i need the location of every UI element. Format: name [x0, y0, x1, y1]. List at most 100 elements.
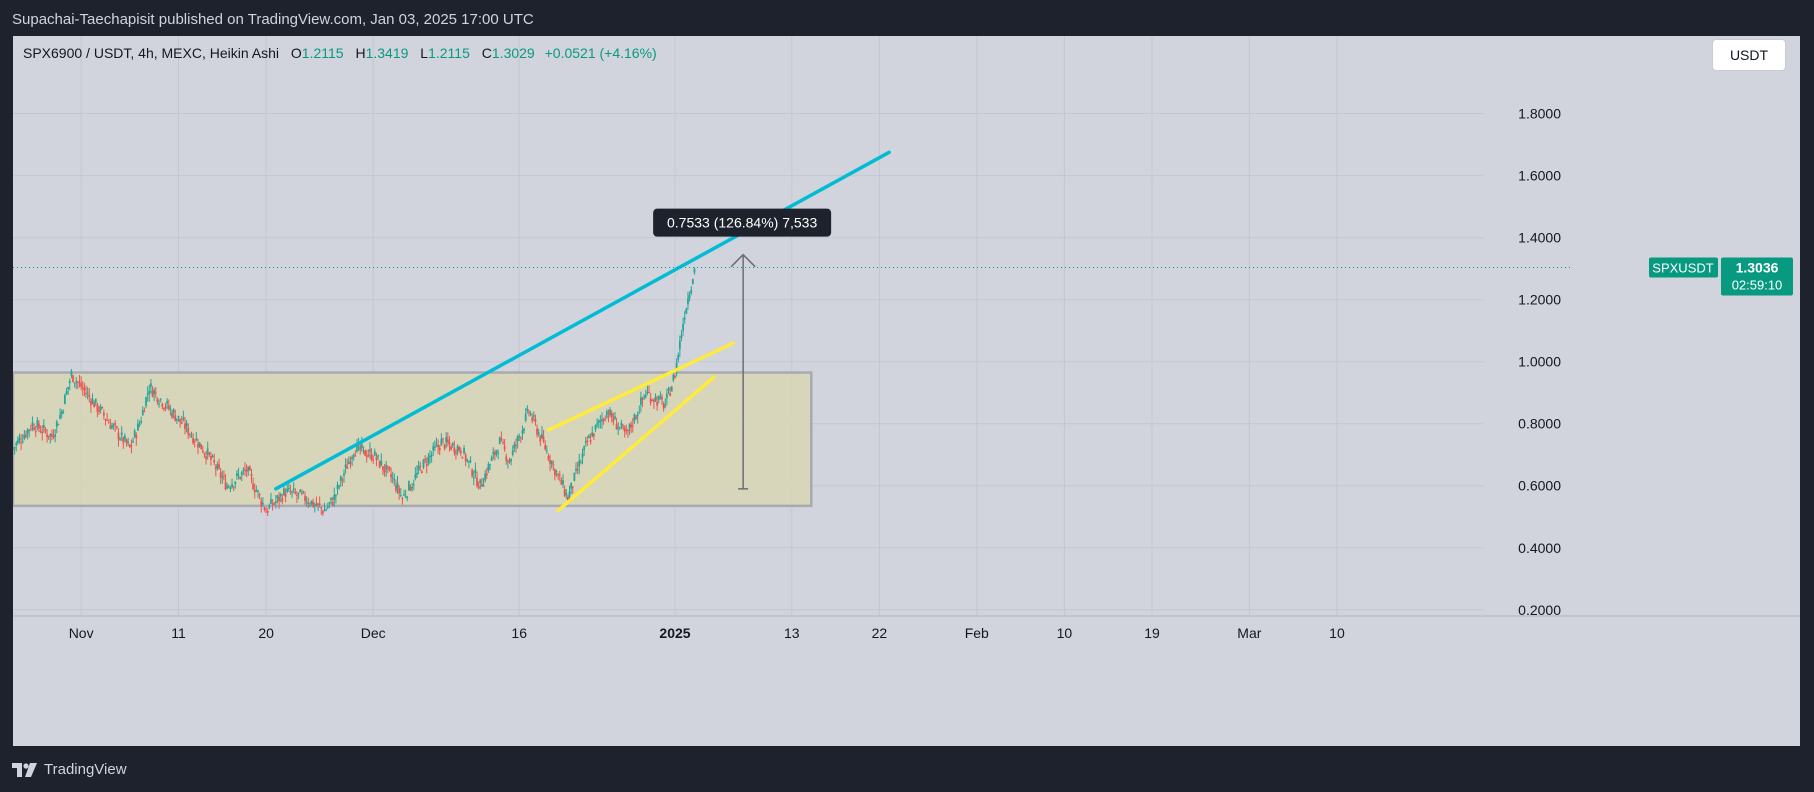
- candle-body: [605, 411, 608, 416]
- candle-body: [187, 427, 190, 435]
- candle-body: [83, 387, 86, 390]
- candle-body: [128, 444, 131, 447]
- candle-body: [336, 484, 339, 489]
- x-tick-label: 10: [1057, 625, 1073, 641]
- candle-body: [425, 463, 428, 467]
- axes-layer: 1.8000 1.6000 1.4000 1.2000 1.0000 0.8000 0.60…: [13, 106, 1800, 746]
- candle-body: [440, 438, 443, 446]
- candle-body: [177, 415, 180, 418]
- price-tag-value: 1.3036: [1736, 260, 1779, 276]
- candle-body: [67, 386, 70, 390]
- candle-body: [481, 483, 483, 487]
- candle-body: [242, 469, 245, 471]
- candle-body: [28, 429, 31, 431]
- candle-body: [305, 502, 308, 504]
- x-tick-label: Mar: [1237, 625, 1261, 641]
- candle-body: [106, 419, 109, 421]
- candle-body: [377, 455, 379, 457]
- candle-body: [234, 481, 237, 485]
- candle-body: [55, 421, 58, 427]
- candle-body: [636, 414, 639, 417]
- candle-body: [385, 464, 388, 470]
- candle-body: [80, 383, 83, 388]
- candle-body: [223, 475, 225, 477]
- candle-body: [391, 477, 394, 479]
- currency-button[interactable]: USDT: [1712, 39, 1786, 71]
- candle-body: [289, 491, 292, 493]
- x-tick-label: Nov: [69, 625, 94, 641]
- publish-text: Supachai-Taechapisit published on Tradin…: [12, 11, 534, 28]
- candle-body: [670, 386, 673, 392]
- candle-body: [164, 406, 167, 408]
- candle-body: [135, 434, 138, 439]
- x-tick-label: 11: [171, 625, 186, 641]
- candle-body: [458, 447, 461, 451]
- candle-body: [49, 433, 52, 436]
- candle-body: [39, 431, 42, 433]
- candle-body: [18, 437, 21, 441]
- candle-body: [450, 446, 452, 450]
- candle-body: [532, 415, 535, 417]
- candle-body: [365, 455, 368, 458]
- candle-body: [372, 459, 375, 461]
- candle-body: [219, 472, 222, 478]
- candle-body: [271, 503, 274, 506]
- candle-body: [273, 503, 276, 505]
- candle-body: [182, 417, 185, 420]
- candle-body: [159, 398, 162, 400]
- candle-body: [42, 424, 45, 428]
- candle-body: [184, 423, 186, 430]
- candle-body: [388, 467, 391, 470]
- candle-body: [542, 436, 545, 442]
- candle-body: [68, 380, 71, 384]
- chart-area[interactable]: 0.7533 (126.84%) 7,533 SPXUSDT 1.3036 02:59…: [13, 36, 1800, 746]
- candle-body: [244, 469, 246, 471]
- candle-body: [430, 454, 433, 457]
- candle-body: [373, 451, 376, 456]
- candle-body: [156, 398, 159, 403]
- candle-body: [333, 494, 336, 501]
- candle-body: [174, 415, 177, 421]
- candle-body: [299, 489, 302, 493]
- candle-body: [20, 441, 23, 443]
- candle-body: [201, 450, 204, 453]
- candle-body: [367, 455, 370, 457]
- candle-body: [210, 456, 212, 460]
- candle-body: [380, 460, 383, 465]
- candle-body: [438, 447, 441, 451]
- candle-body: [656, 401, 659, 406]
- candle-body: [331, 502, 334, 506]
- candle-body: [396, 483, 399, 488]
- x-tick-label: 16: [511, 625, 527, 641]
- candle-body: [283, 488, 285, 495]
- candle-body: [659, 396, 662, 398]
- candle-body: [497, 452, 500, 454]
- candle-body: [252, 483, 255, 490]
- candle-body: [393, 479, 396, 481]
- candle-body: [623, 427, 626, 432]
- candle-body: [286, 488, 289, 493]
- candle-body: [41, 431, 44, 434]
- candle-body: [364, 450, 366, 456]
- tradingview-logo[interactable]: TradingView: [12, 761, 127, 778]
- candle-body: [320, 507, 323, 509]
- price-chart[interactable]: 0.7533 (126.84%) 7,533 SPXUSDT 1.3036 02:59…: [13, 36, 1800, 746]
- candle-body: [399, 495, 402, 497]
- candle-body: [584, 441, 587, 443]
- candle-body: [229, 488, 232, 490]
- candle-body: [511, 450, 514, 455]
- candle-body: [85, 393, 87, 395]
- candle-body: [646, 391, 649, 393]
- change-value: +0.0521 (+4.16%): [544, 45, 657, 61]
- candle-body: [75, 381, 78, 383]
- candle-body: [347, 461, 350, 464]
- candle-body: [140, 421, 143, 423]
- candle-body: [609, 409, 611, 416]
- candle-body: [255, 490, 258, 492]
- candle-body: [268, 505, 271, 508]
- candle-body: [161, 403, 164, 407]
- candle-body: [179, 418, 182, 422]
- candle-body: [227, 486, 230, 488]
- candle-body: [453, 447, 456, 453]
- candle-body: [596, 423, 599, 425]
